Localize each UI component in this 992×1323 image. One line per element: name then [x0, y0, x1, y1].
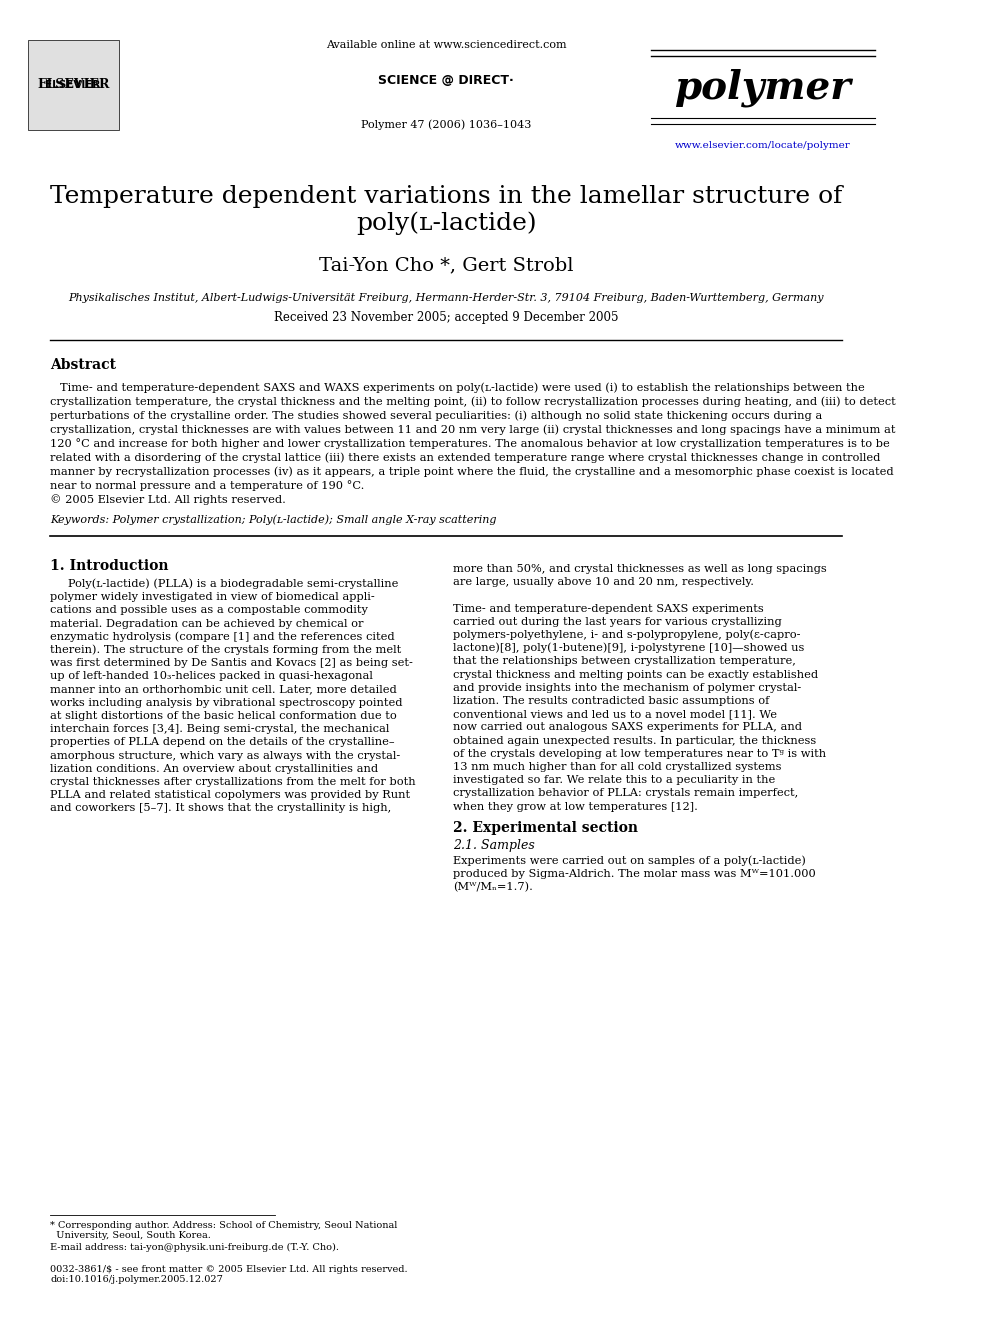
Text: Temperature dependent variations in the lamellar structure of poly(ʟ-lactide): Temperature dependent variations in the … [51, 185, 842, 235]
Text: material. Degradation can be achieved by chemical or: material. Degradation can be achieved by… [51, 619, 364, 628]
Text: perturbations of the crystalline order. The studies showed several peculiarities: perturbations of the crystalline order. … [51, 410, 822, 421]
Text: 0032-3861/$ - see front matter © 2005 Elsevier Ltd. All rights reserved.: 0032-3861/$ - see front matter © 2005 El… [51, 1265, 408, 1274]
Text: crystal thicknesses after crystallizations from the melt for both: crystal thicknesses after crystallizatio… [51, 777, 416, 787]
Text: and coworkers [5–7]. It shows that the crystallinity is high,: and coworkers [5–7]. It shows that the c… [51, 803, 392, 814]
Text: properties of PLLA depend on the details of the crystalline–: properties of PLLA depend on the details… [51, 737, 395, 747]
Text: www.elsevier.com/locate/polymer: www.elsevier.com/locate/polymer [675, 140, 850, 149]
Text: produced by Sigma-Aldrich. The molar mass was Mᵂ=101.000: produced by Sigma-Aldrich. The molar mas… [453, 869, 816, 878]
Text: polymers-polyethylene, i- and s-polypropylene, poly(ε-capro-: polymers-polyethylene, i- and s-polyprop… [453, 630, 801, 640]
Text: Received 23 November 2005; accepted 9 December 2005: Received 23 November 2005; accepted 9 De… [274, 311, 619, 324]
Text: up of left-handed 10₃-helices packed in quasi-hexagonal: up of left-handed 10₃-helices packed in … [51, 671, 373, 681]
Text: conventional views and led us to a novel model [11]. We: conventional views and led us to a novel… [453, 709, 778, 720]
Text: crystallization behavior of PLLA: crystals remain imperfect,: crystallization behavior of PLLA: crysta… [453, 789, 799, 798]
Text: when they grow at low temperatures [12].: when they grow at low temperatures [12]. [453, 802, 698, 811]
Text: lization conditions. An overview about crystallinities and: lization conditions. An overview about c… [51, 763, 379, 774]
Text: are large, usually above 10 and 20 nm, respectively.: are large, usually above 10 and 20 nm, r… [453, 577, 754, 587]
Text: Polymer 47 (2006) 1036–1043: Polymer 47 (2006) 1036–1043 [361, 119, 532, 130]
Text: carried out during the last years for various crystallizing: carried out during the last years for va… [453, 617, 782, 627]
Text: 1. Introduction: 1. Introduction [51, 560, 169, 573]
Text: Poly(ʟ-lactide) (PLLA) is a biodegradable semi-crystalline: Poly(ʟ-lactide) (PLLA) is a biodegradabl… [67, 578, 398, 589]
Text: at slight distortions of the basic helical conformation due to: at slight distortions of the basic helic… [51, 710, 397, 721]
Text: lactone)[8], poly(1-butene)[9], i-polystyrene [10]—showed us: lactone)[8], poly(1-butene)[9], i-polyst… [453, 643, 805, 654]
Text: PLLA and related statistical copolymers was provided by Runt: PLLA and related statistical copolymers … [51, 790, 411, 800]
Text: University, Seoul, South Korea.: University, Seoul, South Korea. [51, 1232, 211, 1241]
Text: therein). The structure of the crystals forming from the melt: therein). The structure of the crystals … [51, 644, 402, 655]
Text: Time- and temperature-dependent SAXS and WAXS experiments on poly(ʟ-lactide) wer: Time- and temperature-dependent SAXS and… [60, 382, 865, 393]
Text: E-mail address: tai-yon@physik.uni-freiburg.de (T.-Y. Cho).: E-mail address: tai-yon@physik.uni-freib… [51, 1242, 339, 1252]
Bar [28, 40, 119, 130]
Text: © 2005 Elsevier Ltd. All rights reserved.: © 2005 Elsevier Ltd. All rights reserved… [51, 495, 287, 505]
Text: doi:10.1016/j.polymer.2005.12.027: doi:10.1016/j.polymer.2005.12.027 [51, 1275, 223, 1285]
Text: Physikalisches Institut, Albert-Ludwigs-Universität Freiburg, Hermann-Herder-Str: Physikalisches Institut, Albert-Ludwigs-… [68, 292, 824, 303]
Text: Abstract: Abstract [51, 359, 116, 372]
Text: 13 nm much higher than for all cold crystallized systems: 13 nm much higher than for all cold crys… [453, 762, 782, 773]
Text: was first determined by De Santis and Kovacs [2] as being set-: was first determined by De Santis and Ko… [51, 659, 414, 668]
Text: Time- and temperature-dependent SAXS experiments: Time- and temperature-dependent SAXS exp… [453, 603, 764, 614]
Text: of the crystals developing at low temperatures near to Tᵍ is with: of the crystals developing at low temper… [453, 749, 826, 759]
Text: lization. The results contradicted basic assumptions of: lization. The results contradicted basic… [453, 696, 770, 706]
Text: more than 50%, and crystal thicknesses as well as long spacings: more than 50%, and crystal thicknesses a… [453, 564, 827, 574]
Text: cations and possible uses as a compostable commodity: cations and possible uses as a compostab… [51, 606, 368, 615]
Text: interchain forces [3,4]. Being semi-crystal, the mechanical: interchain forces [3,4]. Being semi-crys… [51, 724, 390, 734]
Text: 2.1. Samples: 2.1. Samples [453, 839, 535, 852]
Text: crystallization temperature, the crystal thickness and the melting point, (ii) t: crystallization temperature, the crystal… [51, 397, 896, 407]
Text: polymer: polymer [675, 69, 851, 107]
Text: related with a disordering of the crystal lattice (iii) there exists an extended: related with a disordering of the crysta… [51, 452, 881, 463]
Text: Tai-Yon Cho *, Gert Strobl: Tai-Yon Cho *, Gert Strobl [319, 255, 573, 274]
Text: Available online at www.sciencedirect.com: Available online at www.sciencedirect.co… [326, 40, 566, 50]
Text: ELSEVIER: ELSEVIER [46, 79, 101, 90]
Text: manner into an orthorhombic unit cell. Later, more detailed: manner into an orthorhombic unit cell. L… [51, 684, 397, 695]
Text: investigated so far. We relate this to a peculiarity in the: investigated so far. We relate this to a… [453, 775, 776, 785]
Text: Experiments were carried out on samples of a poly(ʟ-lactide): Experiments were carried out on samples … [453, 856, 806, 867]
Text: that the relationships between crystallization temperature,: that the relationships between crystalli… [453, 656, 797, 667]
Text: * Corresponding author. Address: School of Chemistry, Seoul National: * Corresponding author. Address: School … [51, 1221, 398, 1229]
Text: ELSEVIER: ELSEVIER [37, 78, 109, 91]
Text: polymer widely investigated in view of biomedical appli-: polymer widely investigated in view of b… [51, 593, 375, 602]
Text: 2. Experimental section: 2. Experimental section [453, 820, 639, 835]
Text: SCIENCE @ DIRECT·: SCIENCE @ DIRECT· [379, 74, 514, 86]
Text: crystallization, crystal thicknesses are with values between 11 and 20 nm very l: crystallization, crystal thicknesses are… [51, 425, 896, 435]
Text: enzymatic hydrolysis (compare [1] and the references cited: enzymatic hydrolysis (compare [1] and th… [51, 631, 395, 642]
Text: Keywords: Polymer crystallization; Poly(ʟ-lactide); Small angle X-ray scattering: Keywords: Polymer crystallization; Poly(… [51, 515, 497, 525]
Text: (Mᵂ/Mₙ=1.7).: (Mᵂ/Mₙ=1.7). [453, 882, 534, 892]
Text: 120 °C and increase for both higher and lower crystallization temperatures. The : 120 °C and increase for both higher and … [51, 438, 890, 450]
Text: amorphous structure, which vary as always with the crystal-: amorphous structure, which vary as alway… [51, 750, 401, 761]
Text: and provide insights into the mechanism of polymer crystal-: and provide insights into the mechanism … [453, 683, 802, 693]
Text: near to normal pressure and a temperature of 190 °C.: near to normal pressure and a temperatur… [51, 480, 365, 491]
Text: manner by recrystallization processes (iv) as it appears, a triple point where t: manner by recrystallization processes (i… [51, 467, 894, 478]
Text: crystal thickness and melting points can be exactly established: crystal thickness and melting points can… [453, 669, 818, 680]
Text: works including analysis by vibrational spectroscopy pointed: works including analysis by vibrational … [51, 697, 403, 708]
Text: obtained again unexpected results. In particular, the thickness: obtained again unexpected results. In pa… [453, 736, 816, 746]
Text: now carried out analogous SAXS experiments for PLLA, and: now carried out analogous SAXS experimen… [453, 722, 803, 733]
